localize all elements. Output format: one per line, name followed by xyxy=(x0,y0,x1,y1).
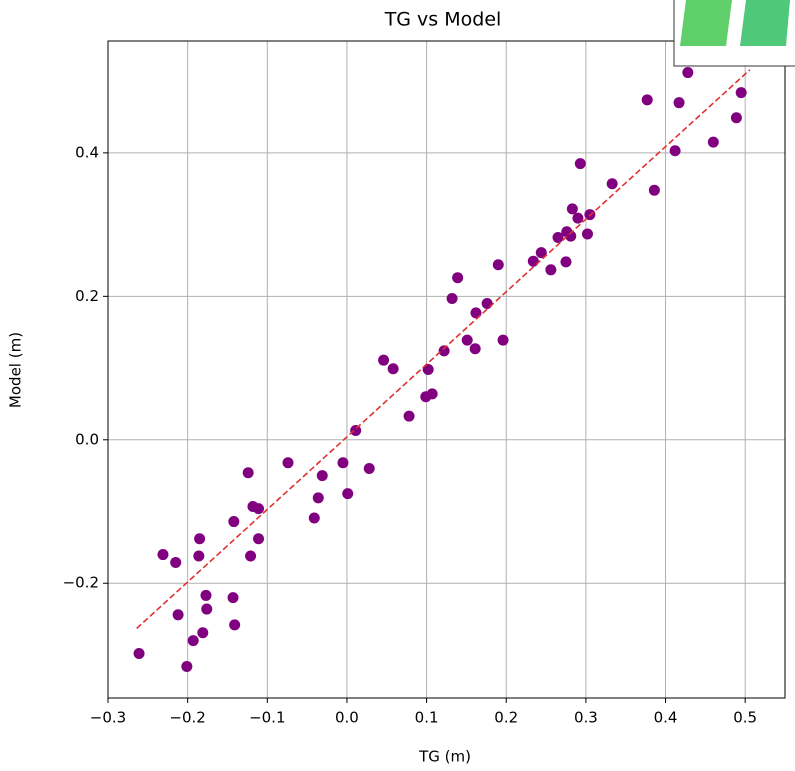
inset-panel xyxy=(680,0,732,46)
point xyxy=(201,603,213,615)
point xyxy=(193,550,205,562)
point xyxy=(581,228,593,240)
y-axis-label: Model (m) xyxy=(7,332,25,408)
point xyxy=(403,410,415,422)
y-tick-label: −0.2 xyxy=(63,574,99,592)
point xyxy=(606,178,618,190)
y-tick-label: 0.4 xyxy=(75,143,99,161)
x-tick-label: 0.3 xyxy=(574,709,598,727)
point xyxy=(527,255,539,267)
point xyxy=(337,457,349,469)
point xyxy=(157,549,169,561)
x-tick-label: 0.4 xyxy=(654,709,678,727)
point xyxy=(133,648,145,660)
point xyxy=(197,627,209,639)
point xyxy=(735,87,747,99)
point xyxy=(316,470,328,482)
point xyxy=(497,334,509,346)
point xyxy=(170,556,182,568)
inset-image xyxy=(673,0,795,67)
point xyxy=(461,334,473,346)
axes-frame xyxy=(107,40,786,699)
point xyxy=(707,136,719,148)
point xyxy=(566,203,578,215)
plot-area: −0.3 −0.2 −0.1 0.0 0.1 0.2 0.3 0.4 0.5 −0.2 0.0 0.2… xyxy=(63,41,785,727)
point xyxy=(574,158,586,170)
point xyxy=(682,67,694,79)
point xyxy=(641,94,653,106)
point xyxy=(673,97,685,109)
point xyxy=(194,533,206,545)
fit-line xyxy=(136,69,751,630)
point xyxy=(438,345,450,357)
point xyxy=(565,230,577,242)
point xyxy=(342,488,354,500)
point xyxy=(648,184,660,196)
inset-panel xyxy=(740,0,790,46)
point xyxy=(363,462,375,474)
point xyxy=(387,363,399,375)
point xyxy=(242,467,254,479)
point xyxy=(452,272,464,284)
point xyxy=(535,247,547,259)
point xyxy=(245,550,257,562)
point xyxy=(253,503,265,515)
point xyxy=(253,533,265,545)
point xyxy=(172,609,184,621)
point xyxy=(552,232,564,244)
point xyxy=(572,212,584,224)
x-tick-label: −0.2 xyxy=(169,709,205,727)
y-tick-label: 0.2 xyxy=(75,287,99,305)
point xyxy=(229,619,241,631)
x-tick-label: −0.1 xyxy=(249,709,285,727)
point xyxy=(469,343,481,355)
point xyxy=(492,259,504,271)
point xyxy=(560,256,572,268)
point xyxy=(350,424,362,436)
point xyxy=(187,635,199,647)
chart-title: TG vs Model xyxy=(384,9,502,31)
x-tick-label: 0.1 xyxy=(415,709,439,727)
point xyxy=(308,512,320,524)
x-tick-label: 0.5 xyxy=(733,709,757,727)
point xyxy=(426,388,438,400)
point xyxy=(446,292,458,304)
x-axis-label: TG (m) xyxy=(418,748,471,766)
point xyxy=(470,307,482,319)
point xyxy=(282,457,294,469)
point xyxy=(200,589,212,601)
point xyxy=(481,298,493,310)
y-tick-label: 0.0 xyxy=(75,430,99,448)
x-tick-label: −0.3 xyxy=(90,709,126,727)
x-tick-label: 0.0 xyxy=(335,709,359,727)
point xyxy=(378,354,390,366)
x-tick-label: 0.2 xyxy=(494,709,518,727)
point xyxy=(422,364,434,375)
point xyxy=(545,264,557,276)
point xyxy=(312,492,324,504)
point xyxy=(730,112,742,124)
point xyxy=(228,516,240,528)
point xyxy=(227,592,239,604)
point xyxy=(181,660,193,672)
point xyxy=(669,145,681,157)
